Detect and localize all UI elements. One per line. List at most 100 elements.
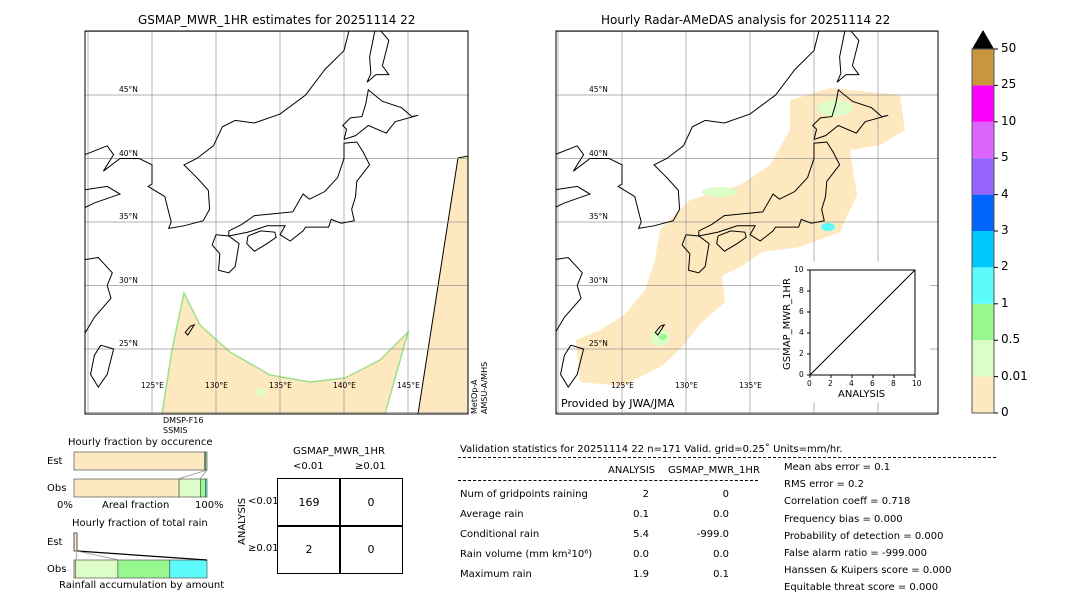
stat-label: Num of gridpoints raining xyxy=(460,489,588,500)
obs-occurrence-segment xyxy=(73,478,180,498)
colorbar-label: 0.01 xyxy=(1001,368,1028,383)
connector xyxy=(76,550,208,561)
colorbar-label: 50 xyxy=(1001,41,1017,55)
colorbar-segment xyxy=(972,267,994,304)
lon-label: 135°E xyxy=(739,381,762,390)
divider xyxy=(458,457,996,458)
colorbar-segment xyxy=(972,231,994,268)
contingency-cell: 2 xyxy=(277,525,341,574)
connector xyxy=(177,469,208,480)
score-line: Hanssen & Kuipers score = 0.000 xyxy=(784,565,952,577)
colorbar-label: 4 xyxy=(1001,186,1009,201)
obs-rain-segment xyxy=(74,559,119,579)
rain-light xyxy=(702,187,738,197)
lon-label: 125°E xyxy=(141,381,164,390)
est-rain-segment xyxy=(73,532,78,552)
coastline xyxy=(836,31,860,83)
inset-ytick: 6 xyxy=(799,307,804,316)
coastline xyxy=(812,89,889,140)
stats-header: Validation statistics for 20251114 22 n=… xyxy=(460,444,843,455)
colorbar xyxy=(971,30,998,414)
colorbar-segment xyxy=(972,376,994,413)
stat-analysis-value: 5.4 xyxy=(633,529,649,540)
coastline xyxy=(342,89,419,140)
stat-gsmap-value: 0.0 xyxy=(713,549,729,560)
rain-swath-east xyxy=(417,155,468,414)
colorbar-label: 1 xyxy=(1001,295,1009,310)
coastline xyxy=(556,185,592,208)
colorbar-label: 3 xyxy=(1001,223,1009,237)
stat-gsmap-value: 0.0 xyxy=(713,509,729,520)
stat-gsmap-value: 0.1 xyxy=(713,569,729,580)
inset-xtick: 10 xyxy=(912,379,922,388)
score-line: Correlation coeff = 0.718 xyxy=(784,496,911,508)
stat-analysis-value: 0.1 xyxy=(633,509,649,520)
inset-ylabel: GSMAP_MWR_1HR xyxy=(782,278,793,370)
lat-label: 30°N xyxy=(119,275,138,285)
coastline xyxy=(85,31,350,229)
coastline xyxy=(556,257,583,333)
inset-xtick: 4 xyxy=(849,379,854,388)
inset-xlabel: ANALYSIS xyxy=(838,389,886,400)
coastline xyxy=(716,230,747,252)
colorbar-segment xyxy=(972,158,994,195)
row-label-est: Est xyxy=(47,537,63,548)
coastline xyxy=(85,257,113,335)
coastline xyxy=(184,323,196,336)
colorbar-label: 10 xyxy=(1001,113,1017,128)
obs-occurrence-segment xyxy=(205,478,208,498)
left-map-title: GSMAP_MWR_1HR estimates for 20251114 22 xyxy=(138,13,416,27)
rain-moderate xyxy=(659,334,667,340)
credit: Provided by JWA/JMA xyxy=(561,397,675,410)
coastline xyxy=(228,141,371,242)
lat-label: 45°N xyxy=(119,85,138,94)
rain-moderate xyxy=(821,223,835,231)
col-header: ≥0.01 xyxy=(355,461,386,472)
lat-label: 40°N xyxy=(589,148,608,158)
col-header-gsmap: GSMAP_MWR_1HR xyxy=(668,465,760,476)
sensor-label-right: MetOp-A AMSU-A/MHS xyxy=(470,361,489,414)
score-line: Mean abs error = 0.1 xyxy=(784,462,891,473)
row-label-obs: Obs xyxy=(47,564,67,575)
stat-label: Maximum rain xyxy=(460,569,532,580)
contingency-cell: 0 xyxy=(339,525,403,574)
colorbar-label: 0.5 xyxy=(1001,332,1021,347)
lat-label: 30°N xyxy=(589,275,608,285)
score-line: RMS error = 0.2 xyxy=(784,479,864,491)
connector xyxy=(75,550,120,561)
lat-label: 45°N xyxy=(589,85,608,94)
inset-ytick: 10 xyxy=(794,265,804,274)
analysis-coverage xyxy=(576,88,905,386)
contingency-title: GSMAP_MWR_1HR xyxy=(293,446,385,457)
lat-label: 35°N xyxy=(589,212,608,221)
colorbar-segment xyxy=(972,194,994,231)
obs-rain-segment xyxy=(169,559,208,579)
lon-label: 125°E xyxy=(611,381,634,390)
stat-analysis-value: 1.9 xyxy=(633,569,649,580)
axis-label-0: 0% xyxy=(57,500,73,511)
coastline xyxy=(211,234,240,274)
coastline xyxy=(85,185,122,209)
inset-xtick: 6 xyxy=(870,379,875,388)
score-line: Equitable threat score = 0.000 xyxy=(784,582,939,594)
lat-label: 25°N xyxy=(119,339,138,348)
obs-occurrence-segment xyxy=(178,478,201,498)
stat-gsmap-value: 0 xyxy=(722,489,729,500)
score-line: Probability of detection = 0.000 xyxy=(784,530,944,542)
contingency-cell: 169 xyxy=(277,478,341,527)
row-axis-label: ANALYSIS xyxy=(237,497,248,545)
coastline xyxy=(90,344,115,389)
contingency-cell: 0 xyxy=(339,478,403,527)
coastline xyxy=(654,323,666,336)
stat-label: Average rain xyxy=(460,509,524,520)
coastline xyxy=(698,141,841,242)
coastline xyxy=(560,344,585,389)
score-line: Frequency bias = 0.000 xyxy=(784,513,903,525)
rain-spot xyxy=(256,388,266,396)
inset-ytick: 2 xyxy=(799,349,804,358)
col-header-analysis: ANALYSIS xyxy=(608,465,656,476)
